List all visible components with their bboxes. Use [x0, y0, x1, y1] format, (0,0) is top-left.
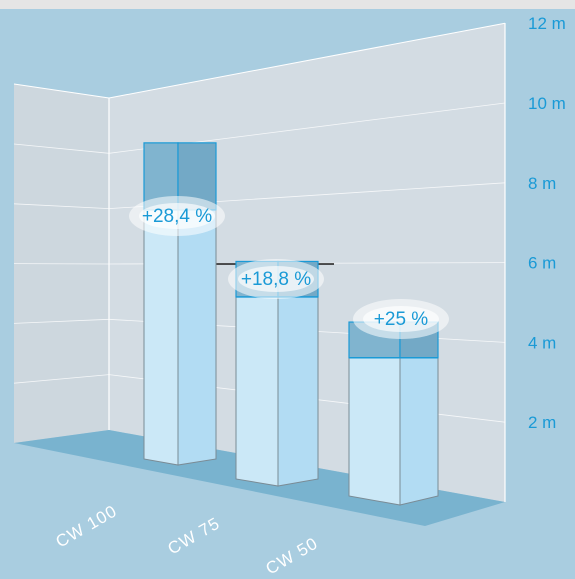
y-tick-label: 12 m	[528, 14, 566, 33]
category-label: CW 100	[53, 501, 121, 551]
y-tick-label: 4 m	[528, 333, 556, 352]
increase-label-text: +25 %	[374, 309, 429, 330]
label-glow	[363, 306, 439, 332]
increase-label: +18,8 %	[228, 259, 324, 299]
bar-cw-50	[348, 321, 439, 506]
bar-base-side	[399, 357, 439, 506]
bar-base-side	[177, 209, 217, 466]
gridline	[13, 318, 110, 324]
label-glow	[238, 266, 314, 292]
y-axis-ticks: 2 m 4 m 6 m 8 m 10 m 12 m	[528, 14, 566, 432]
gridline	[13, 374, 110, 384]
bar-base-front	[143, 209, 179, 466]
category-label: CW 75	[165, 514, 224, 559]
bar-cw-100	[143, 142, 217, 466]
y-tick-label: 8 m	[528, 174, 556, 193]
gridline	[13, 143, 110, 154]
bar-base-front	[235, 296, 279, 487]
y-tick-label: 6 m	[528, 254, 556, 273]
increase-label: +25 %	[353, 299, 449, 339]
bar-base-front	[348, 357, 401, 506]
increase-label-text: +28,4 %	[142, 206, 212, 227]
y-tick-label: 2 m	[528, 413, 556, 432]
increase-label: +28,4 %	[129, 196, 225, 236]
top-strip	[0, 0, 575, 9]
label-glow	[139, 203, 215, 229]
value-labels: +28,4 % +18,8 % +25 %	[129, 196, 449, 339]
x-axis-categories: CW 100 CW 75 CW 50	[53, 501, 322, 578]
gridline	[13, 83, 110, 99]
bar-base-side	[277, 296, 319, 487]
gridline	[13, 203, 110, 210]
y-tick-label: 10 m	[528, 94, 566, 113]
gridline	[108, 22, 506, 99]
increase-label-text: +18,8 %	[241, 269, 311, 290]
category-label: CW 50	[263, 534, 322, 579]
